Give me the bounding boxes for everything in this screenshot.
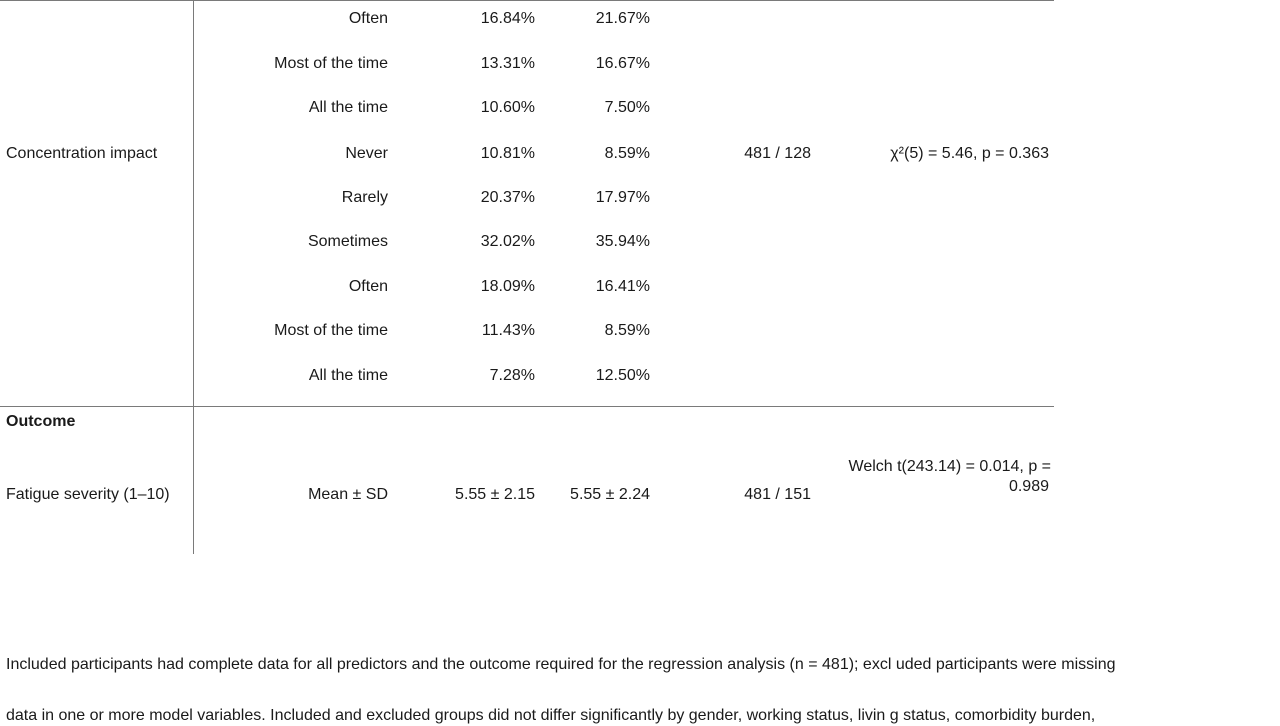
- included-cell: 5.55 ± 2.15: [455, 486, 535, 503]
- excluded-cell: 21.67%: [595, 10, 650, 27]
- excluded-cell: 8.59%: [604, 145, 650, 162]
- excluded-cell: 17.97%: [595, 189, 650, 206]
- excluded-cell: 16.41%: [595, 278, 650, 295]
- excluded-cell: 35.94%: [595, 233, 650, 250]
- top-rule: [0, 0, 1054, 1]
- n-cell: 481 / 128: [744, 145, 811, 162]
- included-cell: 7.28%: [489, 367, 535, 384]
- included-cell: 13.31%: [480, 55, 535, 72]
- level-cell: Never: [345, 145, 388, 162]
- excluded-cell: 12.50%: [595, 367, 650, 384]
- level-cell: Rarely: [341, 189, 388, 206]
- section-rule: [0, 406, 1054, 407]
- level-cell: Often: [348, 278, 388, 295]
- level-cell: Most of the time: [274, 55, 388, 72]
- excluded-cell: 7.50%: [604, 99, 650, 116]
- level-cell: Often: [348, 10, 388, 27]
- included-cell: 10.60%: [480, 99, 535, 116]
- level-cell: All the time: [308, 99, 388, 116]
- test-cell-line1: Welch t(243.14) = 0.014, p =: [848, 458, 1052, 475]
- table-note-line2: data in one or more model variables. Inc…: [6, 707, 1096, 724]
- section-heading: Outcome: [6, 413, 76, 430]
- level-cell: Sometimes: [307, 233, 388, 250]
- column-divider: [193, 0, 194, 554]
- table-note-line1: Included participants had complete data …: [6, 656, 1116, 673]
- level-cell: Most of the time: [274, 322, 388, 339]
- excluded-cell: 5.55 ± 2.24: [570, 486, 650, 503]
- test-cell: χ²(5) = 5.46, p = 0.363: [890, 145, 1049, 162]
- included-cell: 32.02%: [480, 233, 535, 250]
- excluded-cell: 8.59%: [604, 322, 650, 339]
- variable-label: Fatigue severity (1–10): [6, 486, 170, 503]
- included-cell: 16.84%: [480, 10, 535, 27]
- excluded-cell: 16.67%: [595, 55, 650, 72]
- test-cell-line2: 0.989: [1008, 478, 1049, 495]
- included-cell: 11.43%: [481, 322, 535, 339]
- stat-cell: Mean ± SD: [308, 486, 388, 503]
- included-cell: 18.09%: [480, 278, 535, 295]
- n-cell: 481 / 151: [744, 486, 811, 503]
- variable-label: Concentration impact: [6, 145, 158, 162]
- included-cell: 10.81%: [480, 145, 535, 162]
- level-cell: All the time: [308, 367, 388, 384]
- included-cell: 20.37%: [480, 189, 535, 206]
